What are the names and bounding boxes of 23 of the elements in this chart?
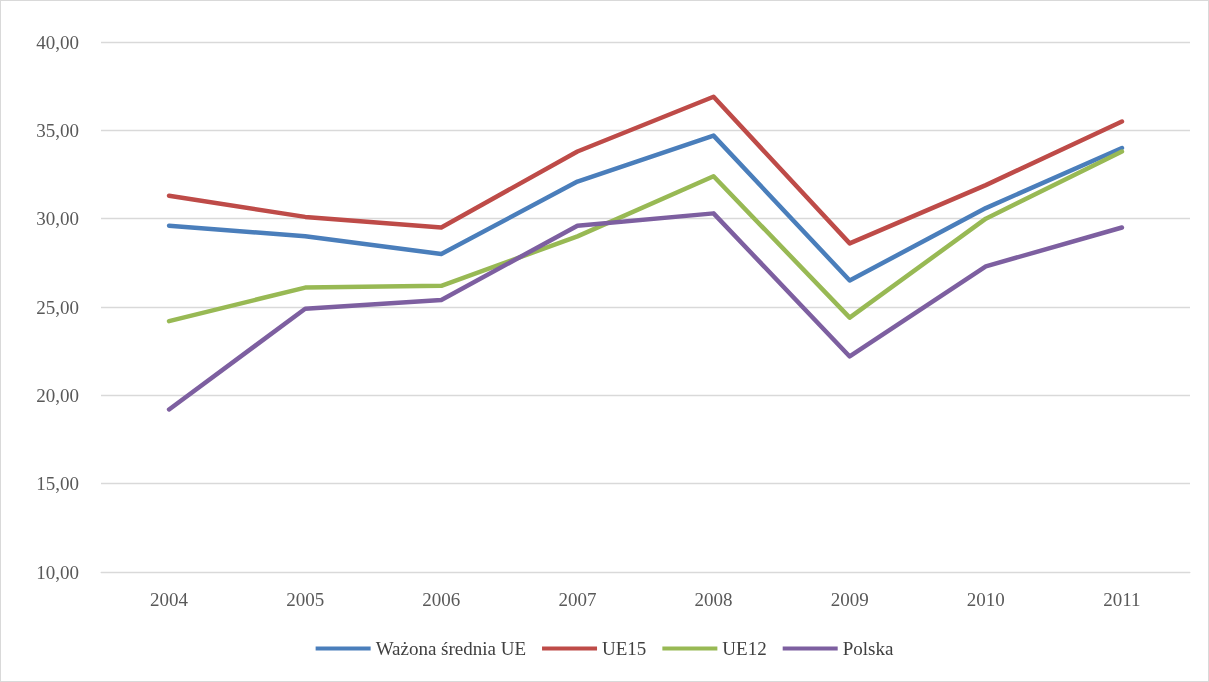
- legend-label: Ważona średnia UE: [375, 638, 527, 659]
- x-tick-label: 2008: [694, 589, 733, 610]
- line-series: [166, 211, 1125, 412]
- y-tick-label: 35,00: [36, 119, 79, 141]
- x-tick-label: 2007: [558, 589, 597, 610]
- line-series: [166, 149, 1125, 324]
- y-tick-label: 20,00: [36, 384, 79, 406]
- y-tick-label: 40,00: [36, 31, 79, 53]
- x-tick-label: 2005: [286, 589, 325, 610]
- x-tick-label: 2011: [1103, 589, 1141, 610]
- line-series: [166, 94, 1125, 246]
- y-tick-label: 30,00: [36, 208, 79, 230]
- y-tick-label: 10,00: [36, 561, 79, 583]
- x-tick-label: 2010: [966, 589, 1005, 610]
- line-series: [166, 133, 1125, 283]
- x-tick-label: 2006: [422, 589, 461, 610]
- legend-label: UE12: [722, 638, 767, 659]
- legend-label: Polska: [842, 638, 894, 659]
- x-tick-label: 2009: [830, 589, 869, 610]
- y-tick-label: 15,00: [36, 473, 79, 495]
- x-tick-label: 2004: [150, 589, 189, 610]
- legend-label: UE15: [602, 638, 647, 659]
- y-tick-label: 25,00: [36, 296, 79, 318]
